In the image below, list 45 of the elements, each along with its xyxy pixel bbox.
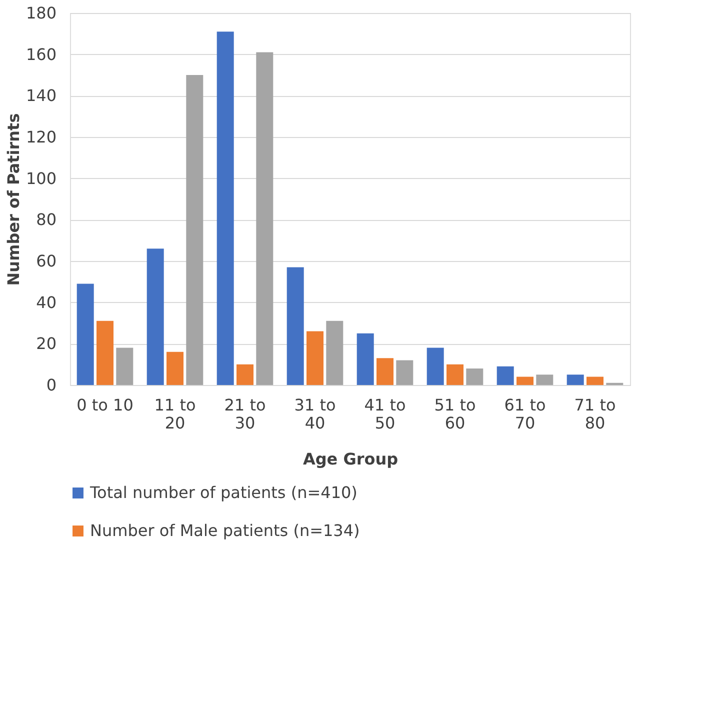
y-tick-label: 120	[26, 128, 56, 146]
bar	[256, 52, 274, 385]
y-tick-label: 100	[26, 168, 56, 188]
bar	[186, 75, 204, 385]
x-tick-label: 21 to 30	[224, 396, 266, 432]
x-tick-label: 31 to 40	[294, 396, 336, 432]
bar	[586, 376, 604, 385]
bar	[326, 320, 344, 385]
x-tick-label: 61 to 70	[504, 396, 546, 432]
bar	[396, 360, 414, 385]
bar	[496, 366, 514, 385]
y-tick-label: 180	[26, 4, 56, 22]
bar	[216, 32, 234, 385]
bar	[446, 364, 464, 385]
y-tick-label: 80	[36, 210, 56, 230]
y-tick-label: 40	[36, 292, 56, 312]
bar	[566, 374, 584, 385]
bar	[356, 333, 374, 385]
bar	[146, 248, 164, 385]
bar	[516, 376, 534, 385]
bar	[536, 374, 554, 385]
bar	[236, 364, 254, 385]
x-tick-label: 71 to 80	[574, 396, 616, 432]
bar	[76, 284, 94, 385]
x-tick-label: 11 to 20	[154, 396, 196, 432]
legend-label: Number of Male patients (n=134)	[90, 521, 360, 540]
bar	[166, 352, 184, 385]
x-tick-label: 41 to 50	[364, 396, 406, 432]
bar	[116, 348, 134, 385]
bar	[96, 320, 114, 385]
x-tick-label: 0 to 10	[76, 396, 134, 414]
y-tick-label: 0	[46, 376, 56, 394]
bar	[306, 331, 324, 385]
y-axis-title: Number of Patirnts	[4, 113, 23, 286]
bar	[286, 267, 304, 385]
y-tick-label: 60	[36, 252, 56, 270]
legend-label: Total number of patients (n=410)	[89, 483, 358, 502]
x-tick-label: 51 to 60	[434, 396, 476, 432]
y-tick-label: 140	[26, 86, 56, 106]
bar	[376, 358, 394, 385]
y-tick-label: 20	[36, 334, 56, 354]
y-tick-label: 160	[26, 44, 56, 64]
x-axis-title: Age Group	[302, 450, 398, 468]
bar	[466, 368, 484, 385]
bar	[426, 348, 444, 385]
